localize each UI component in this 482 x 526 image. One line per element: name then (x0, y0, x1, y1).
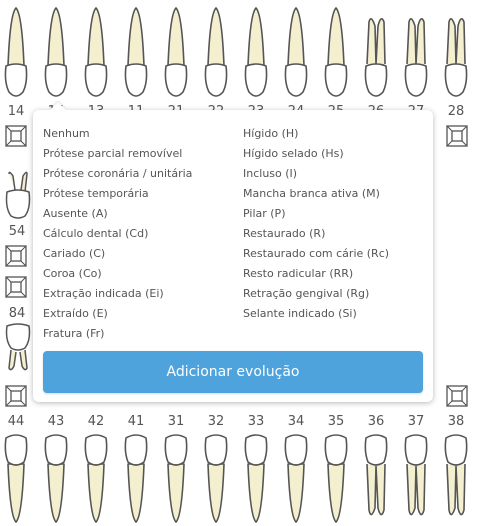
condition-option[interactable]: Extraído (E) (43, 307, 108, 320)
tooth-icon[interactable] (441, 4, 471, 100)
tooth-icon[interactable] (3, 170, 33, 222)
tooth-icon[interactable] (241, 4, 271, 100)
tooth-number: 35 (327, 414, 345, 429)
tooth-number: 32 (207, 414, 225, 429)
tooth-surface-grid[interactable] (446, 385, 468, 407)
condition-option[interactable]: Fratura (Fr) (43, 327, 105, 340)
condition-popup: Nenhum Prótese parcial removível Prótese c… (33, 102, 433, 402)
tooth-icon[interactable] (41, 430, 71, 526)
tooth-icon[interactable] (121, 4, 151, 100)
condition-option[interactable]: Selante indicado (Si) (243, 307, 357, 320)
condition-option[interactable]: Restaurado (R) (243, 227, 326, 240)
tooth-number: 31 (167, 414, 185, 429)
condition-option[interactable]: Cálculo dental (Cd) (43, 227, 149, 240)
tooth-icon[interactable] (401, 430, 431, 526)
condition-list-right: Hígido (H) Hígido selado (Hs) Incluso (I) M… (243, 124, 389, 324)
tooth-icon[interactable] (81, 430, 111, 526)
tooth-surface-grid[interactable] (446, 125, 468, 147)
condition-list-left: Nenhum Prótese parcial removível Prótese c… (43, 124, 192, 344)
tooth-icon[interactable] (281, 4, 311, 100)
condition-option[interactable]: Incluso (I) (243, 167, 298, 180)
tooth-icon[interactable] (81, 4, 111, 100)
condition-option[interactable]: Hígido selado (Hs) (243, 147, 344, 160)
tooth-number: 14 (7, 104, 25, 119)
tooth-number: 36 (367, 414, 385, 429)
tooth-surface-grid[interactable] (5, 276, 27, 298)
tooth-icon[interactable] (41, 4, 71, 100)
tooth-icon[interactable] (3, 322, 33, 374)
condition-option[interactable]: Extração indicada (Ei) (43, 287, 164, 300)
condition-option[interactable]: Pilar (P) (243, 207, 286, 220)
condition-option[interactable]: Prótese parcial removível (43, 147, 183, 160)
condition-option[interactable]: Hígido (H) (243, 127, 299, 140)
tooth-icon[interactable] (161, 430, 191, 526)
tooth-number: 28 (447, 104, 465, 119)
tooth-icon[interactable] (361, 4, 391, 100)
tooth-icon[interactable] (401, 4, 431, 100)
tooth-number: 38 (447, 414, 465, 429)
popup-caret (50, 102, 66, 110)
condition-option[interactable]: Ausente (A) (43, 207, 108, 220)
tooth-icon[interactable] (201, 4, 231, 100)
tooth-icon[interactable] (361, 430, 391, 526)
tooth-number: 33 (247, 414, 265, 429)
tooth-surface-grid[interactable] (5, 385, 27, 407)
tooth-icon[interactable] (201, 430, 231, 526)
condition-option[interactable]: Prótese coronária / unitária (43, 167, 193, 180)
tooth-number: 43 (47, 414, 65, 429)
tooth-number: 84 (8, 306, 26, 321)
tooth-icon[interactable] (1, 430, 31, 526)
tooth-icon[interactable] (281, 430, 311, 526)
tooth-number: 44 (7, 414, 25, 429)
tooth-number: 41 (127, 414, 145, 429)
condition-option[interactable]: Retração gengival (Rg) (243, 287, 370, 300)
tooth-surface-grid[interactable] (5, 245, 27, 267)
condition-option[interactable]: Nenhum (43, 127, 90, 140)
condition-option[interactable]: Resto radicular (RR) (243, 267, 354, 280)
tooth-icon[interactable] (441, 430, 471, 526)
add-evolution-button[interactable]: Adicionar evolução (43, 351, 423, 393)
tooth-icon[interactable] (1, 4, 31, 100)
condition-option[interactable]: Mancha branca ativa (M) (243, 187, 380, 200)
tooth-number: 42 (87, 414, 105, 429)
condition-option[interactable]: Cariado (C) (43, 247, 106, 260)
tooth-icon[interactable] (161, 4, 191, 100)
tooth-number: 34 (287, 414, 305, 429)
tooth-surface-grid[interactable] (5, 125, 27, 147)
tooth-icon[interactable] (321, 430, 351, 526)
condition-option[interactable]: Coroa (Co) (43, 267, 102, 280)
tooth-number: 37 (407, 414, 425, 429)
tooth-icon[interactable] (121, 430, 151, 526)
tooth-icon[interactable] (321, 4, 351, 100)
condition-option[interactable]: Restaurado com cárie (Rc) (243, 247, 390, 260)
tooth-number: 54 (8, 224, 26, 239)
tooth-icon[interactable] (241, 430, 271, 526)
condition-option[interactable]: Prótese temporária (43, 187, 149, 200)
